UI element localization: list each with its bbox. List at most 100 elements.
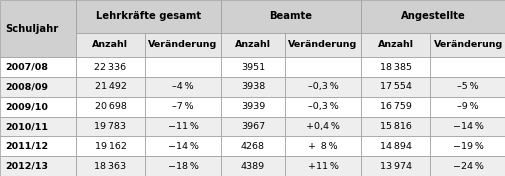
Bar [284, 57, 360, 77]
Text: 2011/12: 2011/12 [5, 142, 48, 151]
Text: 14 894: 14 894 [379, 142, 411, 151]
Text: 15 816: 15 816 [379, 122, 411, 131]
Text: 22 336: 22 336 [94, 63, 126, 72]
Text: 3938: 3938 [240, 82, 265, 91]
Text: Veränderung: Veränderung [288, 40, 357, 49]
Text: 3967: 3967 [240, 122, 265, 131]
Bar [360, 117, 429, 136]
Text: Anzahl: Anzahl [377, 40, 413, 49]
Bar [429, 117, 505, 136]
Text: Lehrkräfte gesamt: Lehrkräfte gesamt [95, 11, 200, 21]
Text: −14 %: −14 % [167, 142, 198, 151]
Text: 18 385: 18 385 [379, 63, 411, 72]
Text: 3951: 3951 [240, 63, 265, 72]
Bar [429, 97, 505, 117]
Text: 13 974: 13 974 [379, 162, 411, 171]
Bar [284, 117, 360, 136]
Text: 4268: 4268 [240, 142, 265, 151]
Text: 17 554: 17 554 [379, 82, 411, 91]
Text: 2012/13: 2012/13 [5, 162, 48, 171]
Text: Veränderung: Veränderung [148, 40, 217, 49]
Text: 21 492: 21 492 [94, 82, 126, 91]
Text: 2009/10: 2009/10 [5, 102, 48, 111]
Bar [0, 117, 76, 136]
Bar [429, 156, 505, 176]
Bar [284, 156, 360, 176]
Text: Anzahl: Anzahl [92, 40, 128, 49]
Bar [145, 97, 221, 117]
Bar [145, 33, 221, 57]
Text: −24 %: −24 % [452, 162, 483, 171]
Text: –9 %: –9 % [457, 102, 478, 111]
Bar [145, 156, 221, 176]
Text: −18 %: −18 % [167, 162, 198, 171]
Bar [284, 136, 360, 156]
Bar [284, 77, 360, 97]
Text: –0,3 %: –0,3 % [307, 82, 338, 91]
Text: 20 698: 20 698 [94, 102, 126, 111]
Text: –0,3 %: –0,3 % [307, 102, 338, 111]
Text: Angestellte: Angestellte [400, 11, 465, 21]
Text: −19 %: −19 % [452, 142, 483, 151]
Bar [0, 77, 76, 97]
Bar [0, 0, 76, 57]
Bar [76, 136, 145, 156]
Text: +11 %: +11 % [307, 162, 338, 171]
Bar [284, 33, 360, 57]
Text: –5 %: –5 % [457, 82, 478, 91]
Text: –7 %: –7 % [172, 102, 193, 111]
Text: Anzahl: Anzahl [234, 40, 271, 49]
Bar [76, 77, 145, 97]
Text: 16 759: 16 759 [379, 102, 411, 111]
Bar [0, 156, 76, 176]
Text: −11 %: −11 % [167, 122, 198, 131]
Bar [360, 57, 429, 77]
Bar [221, 136, 284, 156]
Bar [145, 136, 221, 156]
Bar [429, 57, 505, 77]
Bar [360, 0, 505, 33]
Text: +0,4 %: +0,4 % [306, 122, 339, 131]
Text: 19 783: 19 783 [94, 122, 126, 131]
Bar [221, 156, 284, 176]
Bar [429, 136, 505, 156]
Bar [360, 77, 429, 97]
Text: −14 %: −14 % [452, 122, 483, 131]
Text: 3939: 3939 [240, 102, 265, 111]
Text: Beamte: Beamte [269, 11, 312, 21]
Bar [221, 0, 360, 33]
Bar [145, 117, 221, 136]
Bar [76, 33, 145, 57]
Text: 4389: 4389 [240, 162, 265, 171]
Text: Schuljahr: Schuljahr [5, 24, 59, 34]
Bar [0, 57, 76, 77]
Bar [0, 97, 76, 117]
Bar [76, 0, 221, 33]
Bar [0, 136, 76, 156]
Bar [221, 57, 284, 77]
Bar [221, 77, 284, 97]
Bar [221, 117, 284, 136]
Bar [284, 97, 360, 117]
Bar [76, 156, 145, 176]
Text: 18 363: 18 363 [94, 162, 126, 171]
Bar [145, 77, 221, 97]
Bar [76, 97, 145, 117]
Bar [76, 117, 145, 136]
Bar [145, 57, 221, 77]
Text: + 8 %: + 8 % [308, 142, 337, 151]
Bar [429, 77, 505, 97]
Bar [429, 33, 505, 57]
Bar [360, 97, 429, 117]
Text: Veränderung: Veränderung [433, 40, 502, 49]
Text: 2008/09: 2008/09 [5, 82, 48, 91]
Text: –4 %: –4 % [172, 82, 193, 91]
Text: 2010/11: 2010/11 [5, 122, 48, 131]
Bar [221, 33, 284, 57]
Bar [76, 57, 145, 77]
Text: 2007/08: 2007/08 [5, 63, 48, 72]
Bar [360, 156, 429, 176]
Text: 19 162: 19 162 [94, 142, 126, 151]
Bar [360, 33, 429, 57]
Bar [360, 136, 429, 156]
